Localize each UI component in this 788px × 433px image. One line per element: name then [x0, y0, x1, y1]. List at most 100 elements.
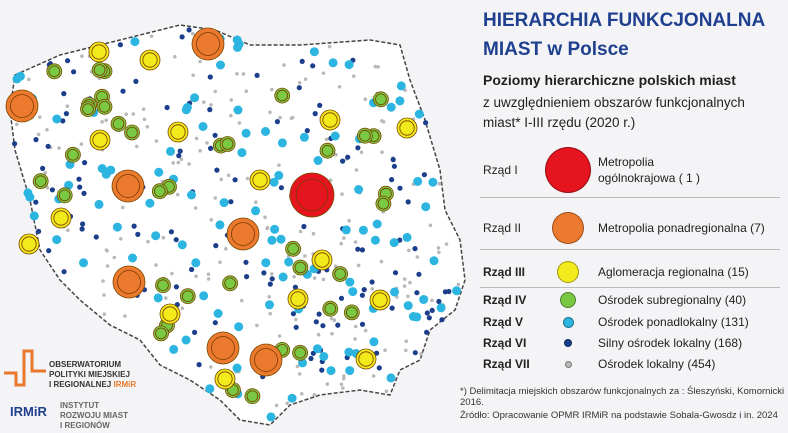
strong-local-town-marker	[416, 271, 422, 277]
local-town-marker	[229, 113, 233, 118]
supralocal-town-marker	[106, 165, 116, 175]
supralocal-town-marker	[198, 122, 208, 131]
supralocal-town-marker	[251, 206, 261, 216]
strong-local-town-marker	[335, 322, 341, 328]
supralocal-town-marker	[429, 256, 439, 266]
strong-local-town-marker	[412, 246, 418, 252]
legend-rank: Rząd VI	[483, 336, 527, 350]
strong-local-town-marker	[361, 287, 367, 293]
opmr-logo-icon	[4, 349, 46, 387]
local-town-marker	[124, 112, 128, 116]
supralocal-town-marker	[199, 291, 209, 301]
local-town-marker	[363, 97, 368, 101]
local-town-marker	[119, 237, 123, 241]
supralocal-town-marker	[154, 167, 164, 177]
local-town-marker	[316, 332, 321, 337]
strong-local-town-marker	[33, 137, 39, 143]
legend-rank: Rząd I	[483, 163, 518, 177]
local-town-marker	[179, 157, 184, 161]
local-town-marker	[36, 132, 41, 137]
local-town-marker	[328, 178, 333, 182]
local-town-marker	[324, 137, 329, 141]
legend-item: Rząd V Ośrodek ponadlokalny (131)	[483, 312, 783, 332]
local-town-marker	[104, 118, 108, 123]
local-town-marker	[187, 162, 191, 166]
subtitle-detail: z uwzględnieniem obszarów funkcjonalnych…	[483, 95, 745, 130]
strong-local-town-marker	[392, 270, 399, 276]
subregional-city-marker-ring	[182, 290, 194, 303]
subregional-city-marker-ring	[294, 346, 306, 359]
supralocal-town-marker	[452, 286, 462, 296]
supralocal-town-marker	[354, 185, 364, 194]
subregional-city-marker-ring	[157, 279, 169, 292]
supralocal-town-marker	[313, 156, 323, 165]
local-town-marker	[57, 146, 61, 150]
strong-local-town-marker	[424, 329, 430, 335]
supralocal-town-marker	[233, 42, 242, 52]
local-town-marker	[131, 112, 135, 116]
local-town-marker	[102, 293, 106, 297]
legend-symbol-icon	[538, 212, 598, 244]
supralocal-town-marker	[319, 352, 329, 361]
supralocal-town-marker	[182, 103, 192, 112]
supralocal-town-marker	[151, 231, 161, 241]
local-town-marker	[102, 312, 107, 317]
supraregional-metropolis-marker-ring	[231, 222, 255, 246]
supralocal-town-marker	[64, 180, 74, 190]
supralocal-town-marker	[396, 81, 406, 91]
strong-local-town-marker	[414, 290, 420, 296]
local-town-marker	[404, 339, 409, 344]
strong-local-town-marker	[177, 148, 183, 154]
supralocal-town-marker	[326, 366, 336, 376]
legend-separator	[480, 287, 780, 288]
supralocal-town-marker	[232, 363, 242, 373]
strong-local-town-marker	[429, 307, 435, 313]
local-town-marker	[330, 331, 334, 336]
legend-rank: Rząd II	[483, 221, 522, 235]
supraregional-metropolis-marker-ring	[117, 270, 141, 294]
strong-local-town-marker	[63, 111, 69, 117]
local-town-marker	[408, 280, 412, 285]
legend-label: Ośrodek lokalny (454)	[598, 357, 716, 371]
strong-local-town-marker	[93, 234, 99, 240]
supralocal-town-marker	[181, 335, 191, 345]
local-town-marker	[277, 334, 282, 338]
legend-label: Metropolia ogólnokrajowa ( 1 )	[598, 155, 701, 185]
strong-local-town-marker	[212, 132, 218, 138]
local-town-marker	[206, 272, 211, 277]
logo2-line1: INSTYTUT	[60, 401, 100, 410]
local-town-marker	[341, 386, 345, 390]
strong-local-town-marker	[186, 27, 192, 33]
strong-local-town-marker	[355, 246, 361, 252]
local-town-marker	[321, 71, 326, 75]
supralocal-town-marker	[12, 74, 22, 84]
strong-local-town-marker	[36, 228, 42, 234]
local-town-marker	[105, 264, 110, 268]
strong-local-town-marker	[179, 34, 185, 40]
national-metropolis-marker-ring	[295, 178, 329, 212]
strong-local-town-marker	[310, 63, 316, 69]
supraregional-metropolis-marker-ring	[10, 94, 34, 118]
legend-symbol-icon	[538, 339, 598, 347]
strong-local-town-marker	[389, 305, 395, 311]
local-town-marker	[332, 318, 337, 323]
strong-local-town-marker	[299, 58, 305, 64]
supralocal-town-marker	[348, 287, 358, 297]
strong-local-town-marker	[426, 315, 432, 321]
local-town-marker	[407, 248, 411, 253]
strong-local-town-marker	[46, 248, 52, 254]
supralocal-town-marker	[370, 235, 380, 245]
supralocal-town-marker	[29, 211, 39, 221]
map-title: HIERARCHIA FUNKCJONALNA MIAST w Polsce	[483, 6, 783, 64]
local-town-marker	[123, 314, 127, 318]
local-town-marker	[294, 317, 298, 322]
legend-rank: Rząd IV	[483, 293, 527, 307]
strong-local-town-marker	[120, 88, 126, 94]
supralocal-town-marker	[216, 60, 225, 70]
strong-local-town-marker	[355, 145, 361, 151]
strong-local-town-marker	[71, 69, 77, 75]
supralocal-town-marker	[278, 272, 288, 282]
local-town-marker	[100, 120, 104, 124]
strong-local-town-marker	[228, 199, 234, 205]
strong-local-town-marker	[135, 231, 141, 237]
